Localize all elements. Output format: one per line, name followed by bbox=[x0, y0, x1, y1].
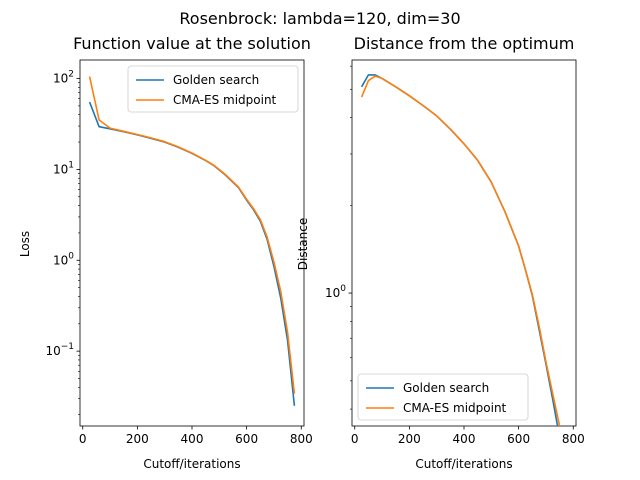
loss-x-tick-label: 200 bbox=[126, 432, 149, 446]
distance-axes-frame bbox=[351, 59, 577, 427]
loss-legend-label: Golden search bbox=[173, 73, 259, 87]
loss-series-golden-search-line bbox=[88, 101, 296, 406]
distance-series-cma-es-midpoint-line bbox=[360, 75, 561, 426]
distance-panel-title: Distance from the optimum bbox=[354, 34, 575, 53]
distance-panel-xlabel: Cutoff/iterations bbox=[415, 457, 512, 471]
distance-legend-label: Golden search bbox=[403, 381, 489, 395]
loss-x-tick-label: 600 bbox=[235, 432, 258, 446]
distance-y-tick-label: 100 bbox=[325, 284, 346, 300]
loss-legend-label: CMA-ES midpoint bbox=[173, 93, 277, 107]
loss-legend: Golden search CMA-ES midpoint bbox=[127, 65, 299, 113]
loss-panel: Function value at the solution Cutoff/it… bbox=[18, 34, 313, 471]
distance-panel: Distance from the optimum Cutoff/iterati… bbox=[296, 34, 585, 471]
loss-y-tick-label: 101 bbox=[53, 160, 74, 176]
loss-axes-frame bbox=[79, 59, 305, 427]
distance-x-tick-label: 600 bbox=[507, 432, 530, 446]
distance-panel-ylabel: Distance bbox=[296, 218, 310, 270]
loss-panel-title: Function value at the solution bbox=[73, 34, 311, 53]
loss-x-tick-label: 800 bbox=[290, 432, 313, 446]
distance-x-tick-label: 200 bbox=[398, 432, 421, 446]
loss-legend-box bbox=[127, 65, 299, 113]
distance-x-tick-label: 800 bbox=[562, 432, 585, 446]
loss-panel-xlabel: Cutoff/iterations bbox=[143, 457, 240, 471]
loss-y-tick-label: 10−1 bbox=[45, 342, 74, 358]
loss-y-tick-label: 100 bbox=[53, 251, 74, 267]
distance-legend-box bbox=[357, 373, 529, 421]
distance-x-tick-label: 400 bbox=[453, 432, 476, 446]
distance-legend-label: CMA-ES midpoint bbox=[403, 401, 507, 415]
distance-x-tick-label: 0 bbox=[351, 432, 359, 446]
figure-suptitle: Rosenbrock: lambda=120, dim=30 bbox=[179, 9, 460, 28]
loss-panel-ylabel: Loss bbox=[18, 231, 32, 257]
distance-legend: Golden search CMA-ES midpoint bbox=[357, 373, 529, 421]
loss-y-tick-label: 102 bbox=[53, 70, 74, 86]
loss-series-cma-es-midpoint-line bbox=[88, 76, 296, 394]
loss-x-tick-label: 0 bbox=[79, 432, 87, 446]
loss-x-tick-label: 400 bbox=[181, 432, 204, 446]
